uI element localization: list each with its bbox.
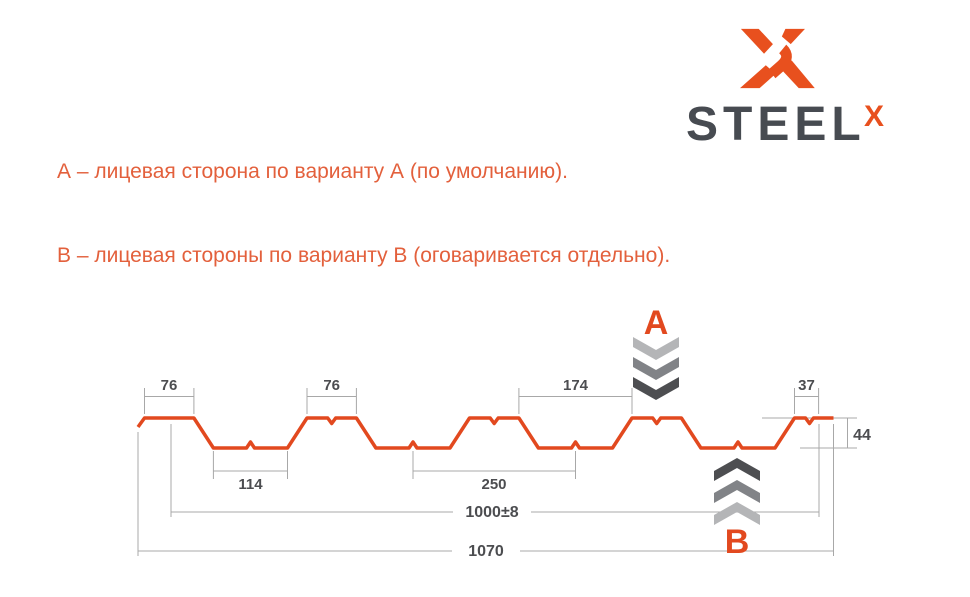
caption-variant-b: В – лицевая стороны по варианту В (огова… [57, 244, 671, 267]
side-a-marker: А [633, 304, 679, 400]
brand-sup-x: X [864, 100, 885, 133]
brand-wordmark: STEEL [686, 98, 866, 151]
dim-valley-width-group: 114 [212, 451, 288, 493]
dim-edge-flange: 37 [798, 377, 815, 394]
dim-height-lines [762, 417, 857, 449]
side-b-letter: В [725, 523, 750, 561]
dim-working-width: 1000±8 [465, 504, 518, 521]
steelx-logo: STEEL X [0, 0, 970, 160]
dim-pitch: 250 [481, 476, 506, 493]
dim-flange-mid: 76 [323, 377, 340, 394]
dim-crest-gap: 174 [563, 377, 589, 394]
profile-section-line [136, 416, 834, 450]
dim-working-width-group: 1000±8 [170, 424, 820, 521]
dim-overall-width: 1070 [468, 543, 504, 560]
dim-flange-mid-group: 76 [306, 377, 357, 414]
dim-crest-gap-group: 174 [518, 377, 633, 414]
chevron-up-icon [714, 480, 760, 503]
chevron-down-icon [633, 337, 679, 360]
side-a-letter: А [644, 304, 669, 342]
dim-height: 44 [853, 427, 871, 444]
dim-edge-flange-group: 37 [794, 377, 820, 414]
side-b-marker: В [714, 458, 760, 561]
dim-flange-left: 76 [161, 377, 178, 394]
chevron-up-icon [714, 458, 760, 481]
chevron-up-icon [714, 502, 760, 525]
dim-flange-left-group: 76 [144, 377, 195, 414]
steelx-x-emblem-icon [740, 28, 815, 89]
dim-pitch-group: 250 [412, 451, 576, 493]
dim-overall-width-group: 1070 [137, 424, 834, 560]
chevron-down-icon [633, 377, 679, 400]
caption-variant-a: А – лицевая сторона по варианту А (по ум… [57, 160, 568, 183]
dim-valley-width: 114 [238, 476, 263, 493]
chevron-down-icon [633, 357, 679, 380]
